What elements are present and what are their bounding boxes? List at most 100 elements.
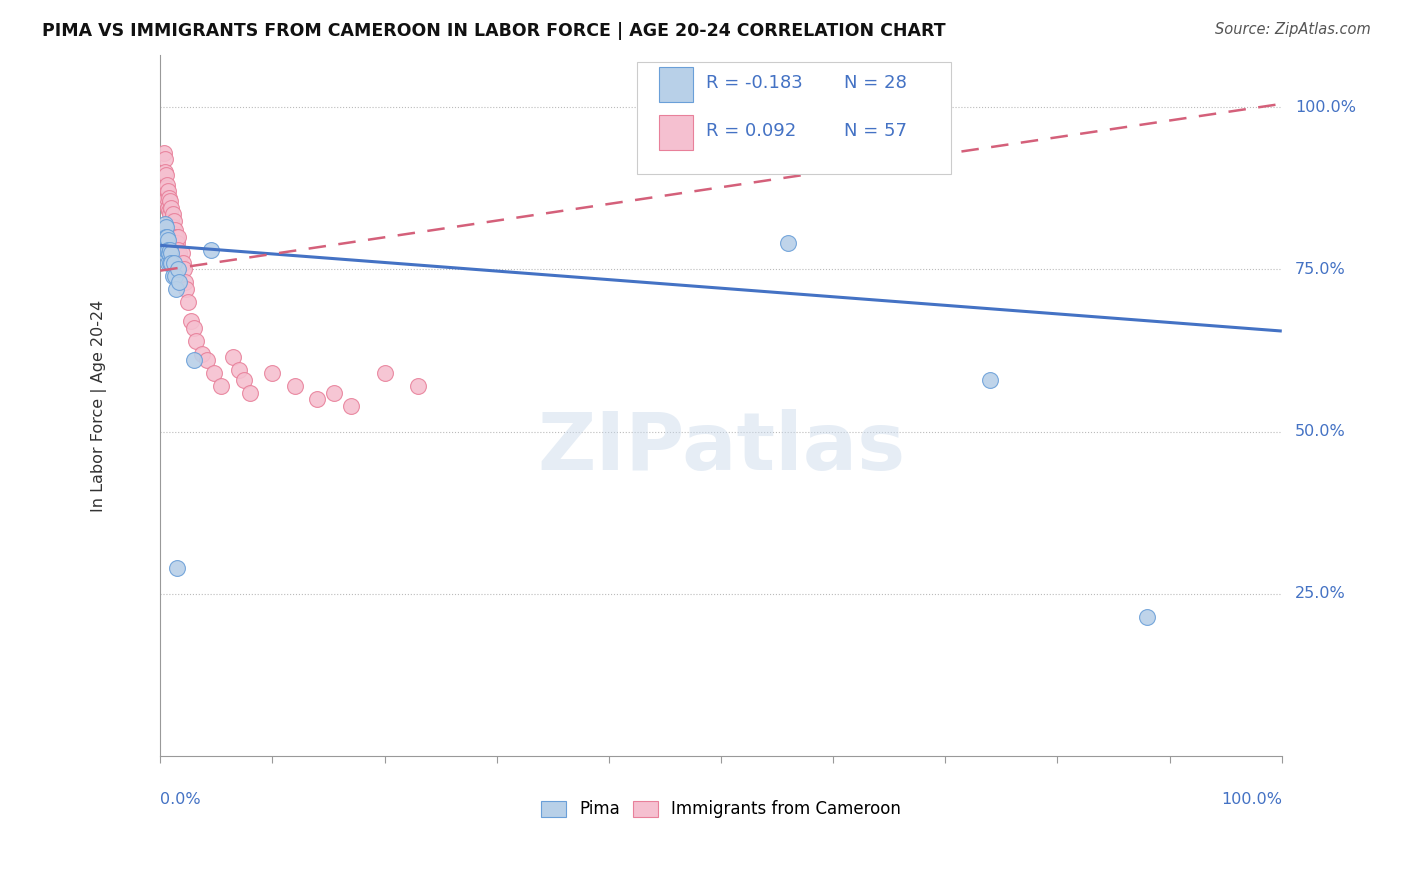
Point: [166, 236, 188, 251]
Point: [160, 227, 183, 241]
Point: [156, 178, 179, 192]
FancyBboxPatch shape: [659, 115, 693, 150]
Point: [153, 217, 176, 231]
Point: [155, 220, 177, 235]
Point: [1136, 609, 1159, 624]
Point: [159, 194, 181, 209]
Point: [157, 201, 180, 215]
Point: [159, 243, 181, 257]
Point: [374, 366, 396, 380]
Point: [155, 243, 177, 257]
Point: [165, 230, 187, 244]
Point: [307, 392, 329, 407]
Text: 100.0%: 100.0%: [1295, 100, 1357, 114]
Point: [156, 243, 179, 257]
Point: [155, 181, 177, 195]
Point: [180, 314, 202, 328]
Point: [284, 379, 307, 393]
Point: [166, 561, 188, 575]
Text: R = 0.092: R = 0.092: [706, 122, 797, 140]
Point: [153, 230, 176, 244]
Point: [228, 363, 250, 377]
Point: [157, 203, 180, 218]
Point: [190, 347, 212, 361]
Point: [163, 227, 186, 241]
Point: [200, 243, 222, 257]
Point: [155, 194, 177, 209]
Point: [159, 207, 181, 221]
Text: 50.0%: 50.0%: [1295, 425, 1346, 439]
Point: [153, 152, 176, 166]
Text: 0.0%: 0.0%: [160, 792, 201, 807]
Text: N = 57: N = 57: [845, 122, 907, 140]
Point: [160, 246, 183, 260]
Point: [153, 165, 176, 179]
Point: [174, 282, 197, 296]
Point: [209, 379, 232, 393]
Point: [195, 353, 218, 368]
Point: [155, 230, 177, 244]
Point: [172, 256, 194, 270]
Point: [157, 233, 180, 247]
Point: [239, 385, 262, 400]
Point: [157, 191, 180, 205]
Point: [157, 246, 180, 260]
Point: [153, 246, 176, 260]
Point: [163, 268, 186, 283]
Point: [323, 385, 346, 400]
FancyBboxPatch shape: [637, 62, 950, 174]
Point: [160, 201, 183, 215]
Point: [162, 207, 184, 221]
Point: [169, 246, 191, 260]
Point: [160, 256, 183, 270]
Text: 75.0%: 75.0%: [1295, 262, 1346, 277]
Point: [202, 366, 225, 380]
Text: In Labor Force | Age 20-24: In Labor Force | Age 20-24: [90, 300, 107, 512]
Point: [169, 256, 191, 270]
Point: [173, 262, 195, 277]
Point: [162, 220, 184, 235]
Text: PIMA VS IMMIGRANTS FROM CAMEROON IN LABOR FORCE | AGE 20-24 CORRELATION CHART: PIMA VS IMMIGRANTS FROM CAMEROON IN LABO…: [42, 22, 946, 40]
Point: [163, 236, 186, 251]
Point: [163, 213, 186, 227]
Text: ZIPatlas: ZIPatlas: [537, 409, 905, 487]
Point: [157, 243, 180, 257]
Point: [157, 217, 180, 231]
Point: [156, 230, 179, 244]
Point: [233, 373, 256, 387]
Point: [155, 168, 177, 182]
Point: [160, 213, 183, 227]
Point: [163, 240, 186, 254]
Point: [174, 276, 197, 290]
Point: [222, 350, 245, 364]
Point: [778, 236, 800, 251]
Point: [163, 223, 186, 237]
Point: [159, 256, 181, 270]
Legend: Pima, Immigrants from Cameroon: Pima, Immigrants from Cameroon: [534, 794, 908, 825]
Point: [167, 230, 190, 244]
Text: N = 28: N = 28: [845, 74, 907, 92]
Point: [165, 243, 187, 257]
Point: [183, 320, 205, 334]
Point: [340, 399, 363, 413]
Point: [167, 262, 190, 277]
Point: [163, 256, 186, 270]
Point: [159, 220, 181, 235]
Point: [186, 334, 208, 348]
Point: [406, 379, 429, 393]
Point: [262, 366, 284, 380]
Point: [156, 191, 179, 205]
Point: [162, 268, 184, 283]
Text: Source: ZipAtlas.com: Source: ZipAtlas.com: [1215, 22, 1371, 37]
FancyBboxPatch shape: [659, 67, 693, 102]
Point: [165, 282, 187, 296]
Point: [169, 276, 191, 290]
Text: 100.0%: 100.0%: [1220, 792, 1282, 807]
Text: R = -0.183: R = -0.183: [706, 74, 803, 92]
Point: [157, 256, 180, 270]
Text: 25.0%: 25.0%: [1295, 586, 1346, 601]
Point: [167, 243, 190, 257]
Point: [177, 294, 200, 309]
Point: [979, 373, 1001, 387]
Point: [157, 185, 180, 199]
